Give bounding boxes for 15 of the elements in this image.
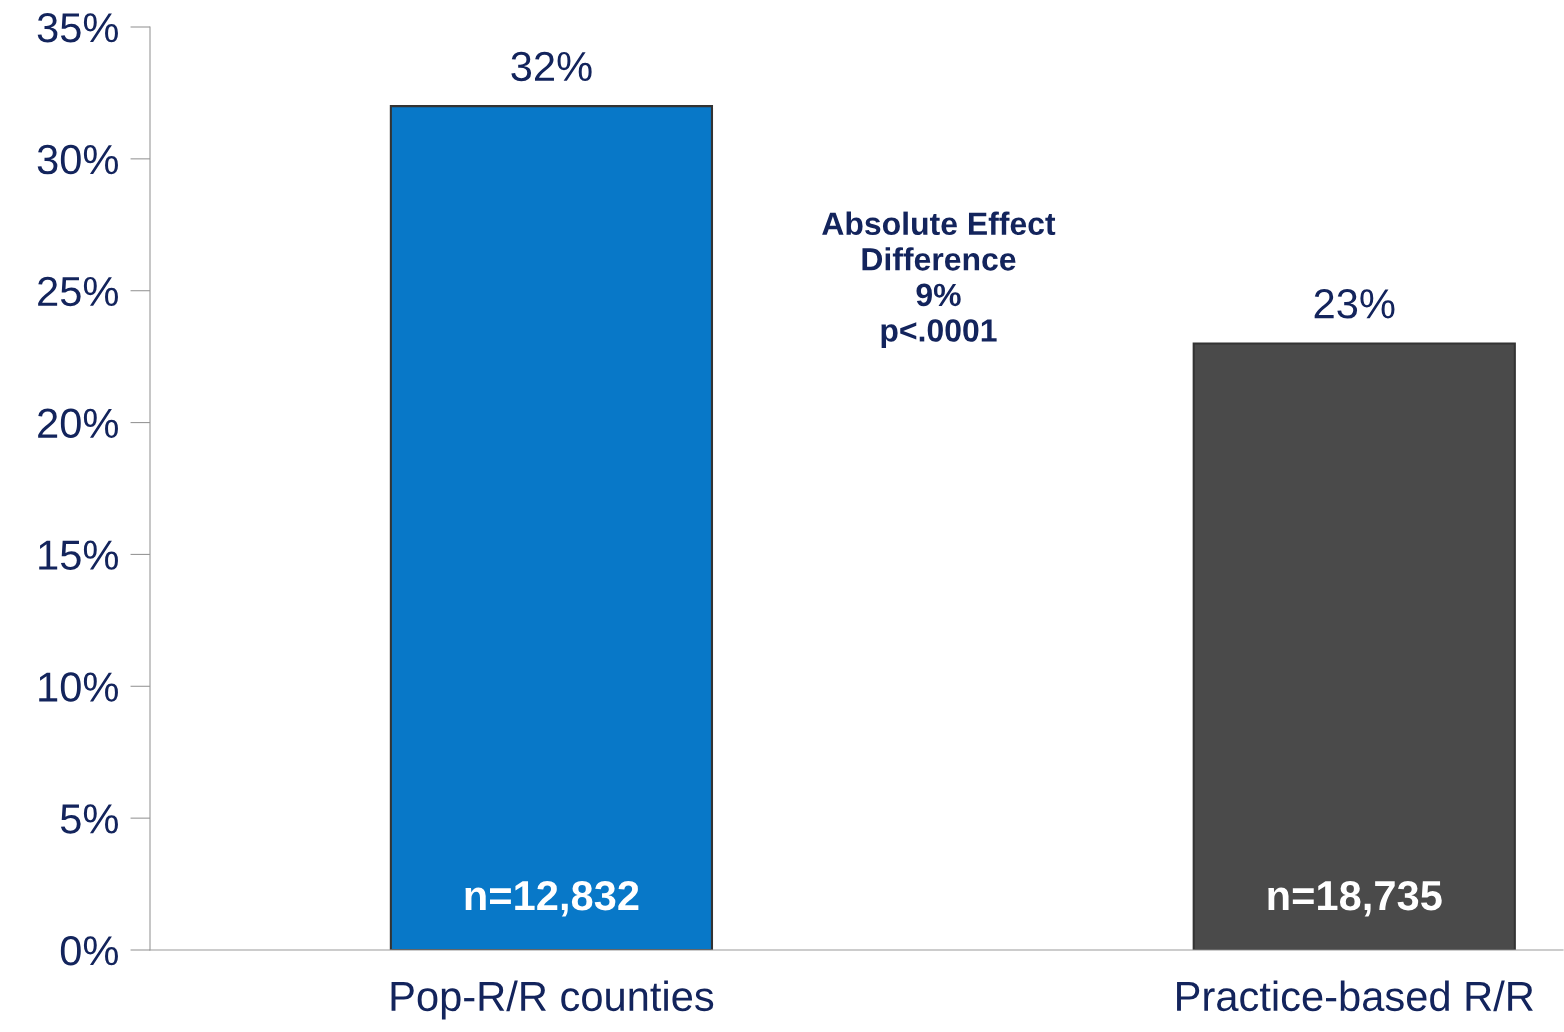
annotation: Absolute Effect Difference 9% p<.0001: [822, 211, 1056, 349]
y-tick-label: 10%: [39, 672, 118, 702]
y-tick-label: 25%: [38, 276, 118, 307]
x-tick-label: Pop-R/R counties: [391, 980, 714, 1020]
data-label: 23%: [1314, 289, 1395, 319]
y-tick-label: 30%: [37, 144, 118, 175]
y-tick-label: 35%: [37, 13, 118, 43]
y-tick-label: 20%: [38, 408, 118, 439]
y-tick-label: 15%: [39, 540, 118, 570]
data-label: 32%: [511, 51, 592, 82]
annotation: n=18,735: [1268, 880, 1442, 917]
annotation: n=12,832: [465, 880, 639, 917]
x-tick-label: Practice-based R/R: [1177, 980, 1533, 1012]
y-tick-label: 5%: [60, 804, 118, 834]
y-tick-label: 0%: [60, 936, 118, 966]
